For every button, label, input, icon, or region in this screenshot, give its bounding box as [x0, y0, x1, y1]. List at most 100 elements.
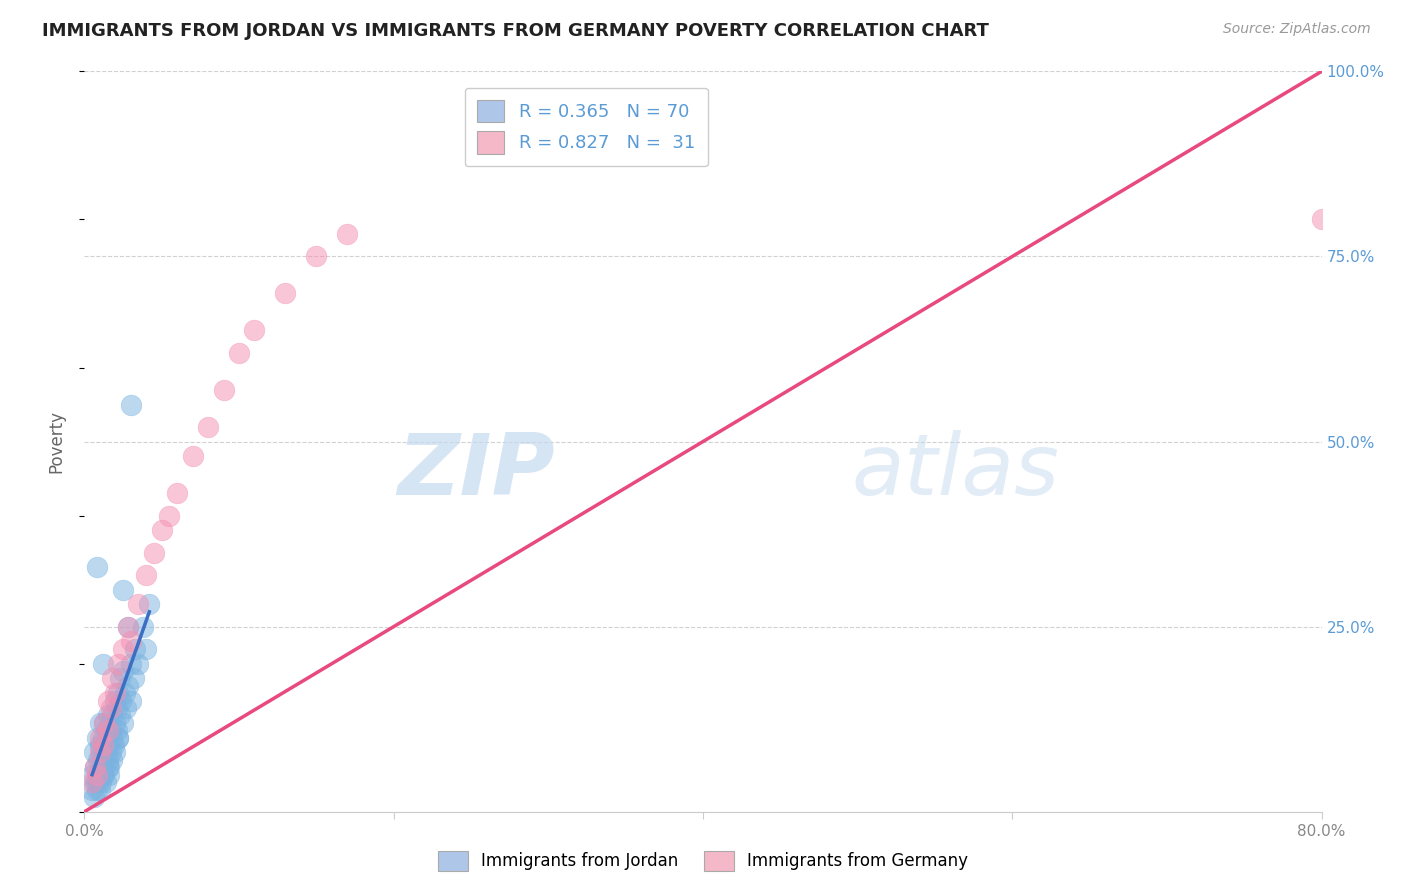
- Point: [90, 775, 112, 789]
- Point: [94, 775, 117, 789]
- Point: [120, 694, 142, 708]
- Point: [100, 723, 122, 738]
- Point: [110, 694, 132, 708]
- Point: [91, 657, 114, 671]
- Point: [87, 753, 110, 767]
- Point: [104, 746, 127, 760]
- Point: [86, 731, 108, 745]
- Point: [100, 701, 122, 715]
- Point: [112, 715, 135, 730]
- Point: [112, 641, 135, 656]
- Point: [120, 657, 142, 671]
- Y-axis label: Poverty: Poverty: [48, 410, 66, 473]
- Point: [336, 227, 359, 242]
- Point: [91, 767, 114, 781]
- Point: [86, 782, 108, 797]
- Text: Source: ZipAtlas.com: Source: ZipAtlas.com: [1223, 22, 1371, 37]
- Point: [83, 789, 105, 804]
- Point: [114, 686, 136, 700]
- Point: [104, 694, 127, 708]
- Text: IMMIGRANTS FROM JORDAN VS IMMIGRANTS FROM GERMANY POVERTY CORRELATION CHART: IMMIGRANTS FROM JORDAN VS IMMIGRANTS FRO…: [42, 22, 988, 40]
- Point: [212, 383, 235, 397]
- Point: [82, 775, 104, 789]
- Point: [93, 715, 115, 730]
- Point: [112, 582, 135, 597]
- Point: [98, 767, 121, 781]
- Point: [87, 767, 110, 781]
- Point: [135, 567, 157, 582]
- Point: [101, 708, 124, 723]
- Point: [115, 701, 138, 715]
- Point: [124, 641, 146, 656]
- Point: [83, 746, 105, 760]
- Point: [117, 619, 139, 633]
- Legend: Immigrants from Jordan, Immigrants from Germany: Immigrants from Jordan, Immigrants from …: [430, 842, 976, 880]
- Point: [89, 715, 111, 730]
- Point: [135, 641, 157, 656]
- Point: [86, 767, 108, 781]
- Point: [86, 560, 108, 574]
- Point: [89, 782, 111, 797]
- Point: [108, 672, 131, 686]
- Point: [93, 767, 115, 781]
- Point: [101, 672, 124, 686]
- Point: [94, 746, 117, 760]
- Point: [107, 731, 129, 745]
- Point: [103, 738, 125, 752]
- Point: [1310, 212, 1333, 227]
- Point: [90, 746, 112, 760]
- Point: [96, 753, 118, 767]
- Point: [94, 723, 117, 738]
- Point: [91, 738, 114, 752]
- Point: [93, 715, 115, 730]
- Point: [98, 760, 121, 774]
- Point: [96, 723, 118, 738]
- Point: [166, 486, 188, 500]
- Point: [120, 634, 142, 648]
- Point: [127, 598, 149, 612]
- Point: [91, 731, 114, 745]
- Point: [107, 731, 129, 745]
- Point: [82, 767, 104, 781]
- Point: [91, 753, 114, 767]
- Point: [89, 738, 111, 752]
- Point: [117, 679, 139, 693]
- Point: [84, 775, 107, 789]
- Point: [274, 286, 297, 301]
- Point: [127, 657, 149, 671]
- Point: [89, 767, 111, 781]
- Point: [132, 619, 155, 633]
- Point: [108, 708, 131, 723]
- Point: [96, 760, 118, 774]
- Point: [107, 657, 129, 671]
- Point: [84, 760, 107, 774]
- Point: [98, 738, 121, 752]
- Point: [101, 753, 124, 767]
- Point: [107, 686, 129, 700]
- Point: [243, 324, 266, 338]
- Point: [100, 746, 122, 760]
- Point: [86, 775, 108, 789]
- Point: [101, 731, 124, 745]
- Point: [96, 731, 118, 745]
- Point: [91, 760, 114, 774]
- Point: [82, 782, 104, 797]
- Point: [90, 760, 112, 774]
- Point: [122, 672, 145, 686]
- Point: [159, 508, 180, 523]
- Point: [181, 450, 204, 464]
- Point: [84, 760, 107, 774]
- Point: [105, 723, 128, 738]
- Point: [143, 546, 166, 560]
- Point: [138, 598, 160, 612]
- Text: ZIP: ZIP: [396, 430, 554, 513]
- Point: [305, 250, 328, 264]
- Point: [120, 398, 142, 412]
- Point: [96, 694, 118, 708]
- Point: [89, 746, 111, 760]
- Point: [104, 686, 127, 700]
- Point: [104, 715, 127, 730]
- Text: atlas: atlas: [852, 430, 1060, 513]
- Point: [93, 738, 115, 752]
- Legend: R = 0.365   N = 70, R = 0.827   N =  31: R = 0.365 N = 70, R = 0.827 N = 31: [464, 87, 707, 166]
